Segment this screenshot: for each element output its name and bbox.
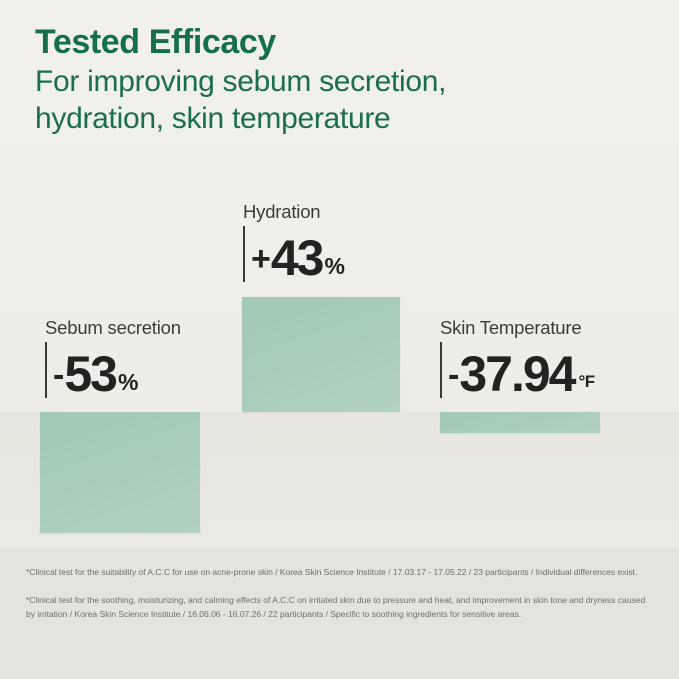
background-band-footnotes	[0, 549, 679, 679]
stat-value-skin-temperature: - 37.94 °F	[440, 342, 595, 402]
stat-value-hydration: + 43 %	[243, 226, 345, 286]
page-subtitle: For improving sebum secretion, hydration…	[35, 65, 447, 135]
header: Tested Efficacy For improving sebum secr…	[35, 22, 645, 137]
stat-number-hydration: 43	[270, 229, 325, 286]
stat-unit-hydration: %	[324, 253, 345, 280]
stat-skin-temperature: Skin Temperature - 37.94 °F	[440, 317, 595, 402]
stat-number-skin-temperature: 37.94	[459, 345, 576, 402]
stat-label-hydration: Hydration	[243, 201, 321, 222]
stat-sign-hydration: +	[251, 240, 271, 279]
stat-number-sebum-secretion: 53	[64, 345, 118, 402]
stat-sign-skin-temperature: -	[448, 356, 459, 395]
stat-sign-sebum-secretion: -	[53, 356, 64, 395]
stat-unit-skin-temperature: °F	[578, 372, 595, 392]
stat-unit-sebum-secretion: %	[117, 369, 138, 396]
stat-hydration: Hydration + 43 %	[243, 201, 345, 286]
stat-label-sebum-secretion: Sebum secretion	[45, 317, 181, 338]
page-title: Tested Efficacy	[35, 23, 276, 61]
footnotes: *Clinical test for the suitability of A.…	[26, 566, 651, 636]
bar-hydration	[242, 297, 400, 412]
bar-skin-temperature	[440, 412, 600, 433]
footnote-1: *Clinical test for the suitability of A.…	[26, 567, 638, 577]
stat-sebum-secretion: Sebum secretion - 53 %	[45, 317, 181, 402]
bar-sebum-secretion	[40, 412, 200, 533]
footnote-2: *Clinical test for the soothing, moistur…	[26, 594, 646, 619]
stat-label-skin-temperature: Skin Temperature	[440, 317, 582, 338]
stat-value-sebum-secretion: - 53 %	[45, 342, 181, 402]
